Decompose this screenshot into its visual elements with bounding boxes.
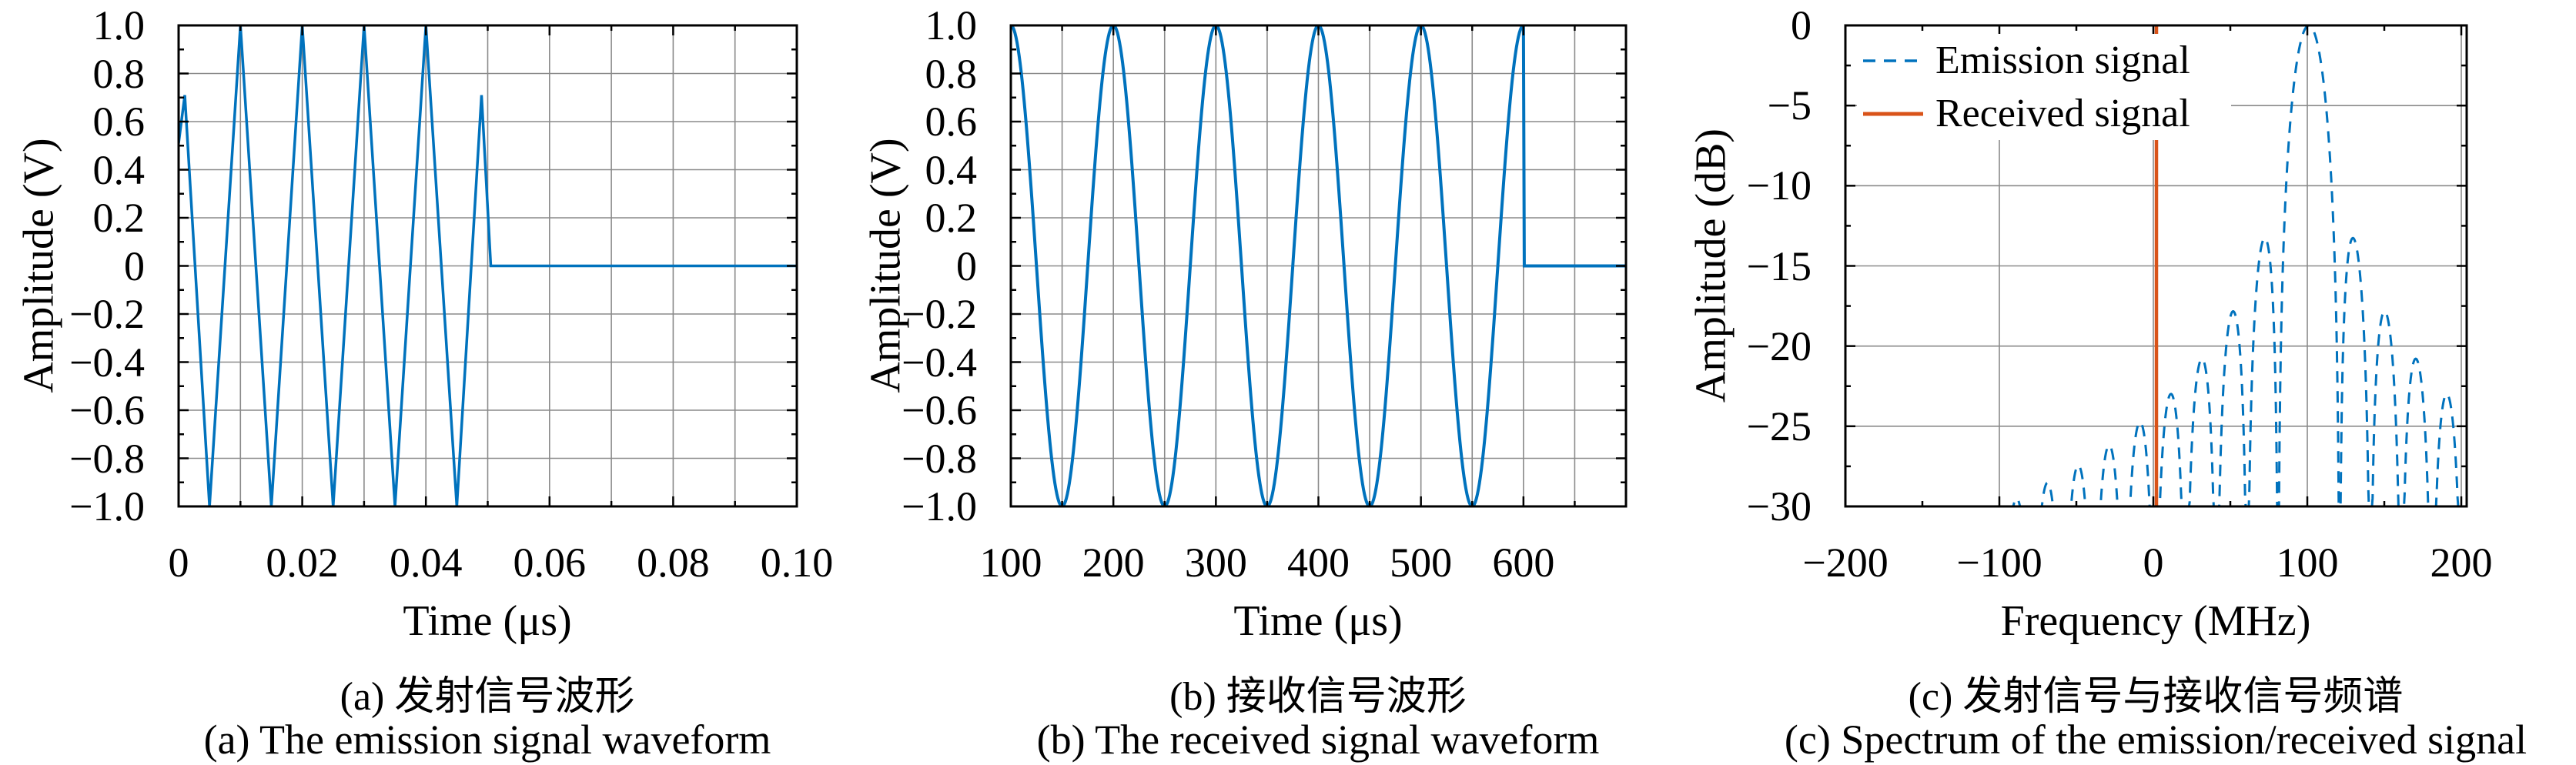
x-tick-label: 0.04 <box>389 540 463 586</box>
x-tick-label: 200 <box>2430 540 2493 586</box>
x-tick-label: 100 <box>2276 540 2339 586</box>
legend: Emission signal Received signal <box>1857 34 2231 140</box>
y-tick-label: −0.2 <box>902 291 977 337</box>
y-tick-label: 0 <box>956 242 977 289</box>
y-tick-label: 0.8 <box>925 50 978 97</box>
legend-label-received-signal: Received signal <box>1935 92 2190 135</box>
emission-signal-curve <box>1845 25 2467 506</box>
x-tick-label: 500 <box>1390 540 1453 586</box>
y-tick-label: 0 <box>124 242 145 289</box>
x-axis-label-a: Time (μs) <box>403 597 572 645</box>
y-tick-label: 1.0 <box>925 2 978 48</box>
x-tick-label: 200 <box>1082 540 1145 586</box>
x-tick-label: 0.02 <box>266 540 339 586</box>
plot-area-a <box>177 24 798 508</box>
y-tick-label: −0.6 <box>902 387 977 433</box>
x-axis-label-c: Frequency (MHz) <box>2000 597 2311 645</box>
y-tick-label: 1.0 <box>92 2 146 48</box>
axes-box <box>1009 24 1628 508</box>
x-tick-label: 600 <box>1492 540 1555 586</box>
x-tick-label: 0 <box>2143 540 2164 586</box>
y-tick-label: −0.2 <box>69 291 145 337</box>
solid-line-icon <box>1863 112 1923 115</box>
axes-box <box>1844 24 2468 508</box>
x-tick-label: 0 <box>168 540 189 586</box>
x-tick-label: 300 <box>1184 540 1247 586</box>
y-tick-label: 0.2 <box>925 195 978 241</box>
y-tick-label: −15 <box>1746 242 1812 289</box>
y-tick-label: 0 <box>1791 2 1812 48</box>
legend-label-emission-signal: Emission signal <box>1935 38 2190 82</box>
y-tick-label: −25 <box>1746 403 1812 449</box>
y-tick-label: 0.6 <box>92 99 146 145</box>
panel-a-caption-en: (a) The emission signal waveform <box>203 717 771 763</box>
y-tick-label: −5 <box>1767 82 1812 129</box>
y-tick-label: −1.0 <box>69 483 145 529</box>
plot-area-b <box>1009 24 1628 508</box>
y-tick-label: −0.4 <box>902 339 977 386</box>
x-tick-label: −200 <box>1802 540 1889 586</box>
x-tick-label: 0.08 <box>637 540 710 586</box>
x-tick-label: 0.10 <box>760 540 834 586</box>
y-tick-label: 0.4 <box>925 146 978 193</box>
y-tick-label: 0.2 <box>92 195 146 241</box>
y-tick-label: −0.6 <box>69 387 145 433</box>
y-tick-label: −0.8 <box>69 435 145 482</box>
x-tick-label: −100 <box>1956 540 2042 586</box>
x-tick-label: 400 <box>1287 540 1350 586</box>
y-tick-label: −10 <box>1746 162 1812 209</box>
y-tick-label: −20 <box>1746 322 1812 369</box>
y-tick-label: −0.4 <box>69 339 145 386</box>
y-tick-label: 0.6 <box>925 99 978 145</box>
x-tick-label: 100 <box>979 540 1042 586</box>
y-tick-label: −0.8 <box>902 435 977 482</box>
x-tick-label: 0.06 <box>513 540 587 586</box>
y-tick-label: 0.8 <box>92 50 146 97</box>
y-tick-label: 0.4 <box>92 146 146 193</box>
y-tick-label: −1.0 <box>902 483 977 529</box>
panel-b-caption-zh: (b) 接收信号波形 <box>1169 675 1467 719</box>
panel-c-caption-en: (c) Spectrum of the emission/received si… <box>1784 717 2527 763</box>
panel-c-caption-zh: (c) 发射信号与接收信号频谱 <box>1908 675 2404 719</box>
panel-a-caption-zh: (a) 发射信号波形 <box>340 675 635 719</box>
axes-box <box>177 24 798 508</box>
y-tick-label: −30 <box>1746 483 1812 529</box>
x-axis-label-b: Time (μs) <box>1233 597 1403 645</box>
panel-b-caption-en: (b) The received signal waveform <box>1036 717 1600 763</box>
legend-item-received-signal: Received signal <box>1863 90 2231 138</box>
emission-signal-curve <box>179 25 797 506</box>
legend-item-emission-signal: Emission signal <box>1863 37 2231 85</box>
dashed-line-icon <box>1863 58 1923 62</box>
